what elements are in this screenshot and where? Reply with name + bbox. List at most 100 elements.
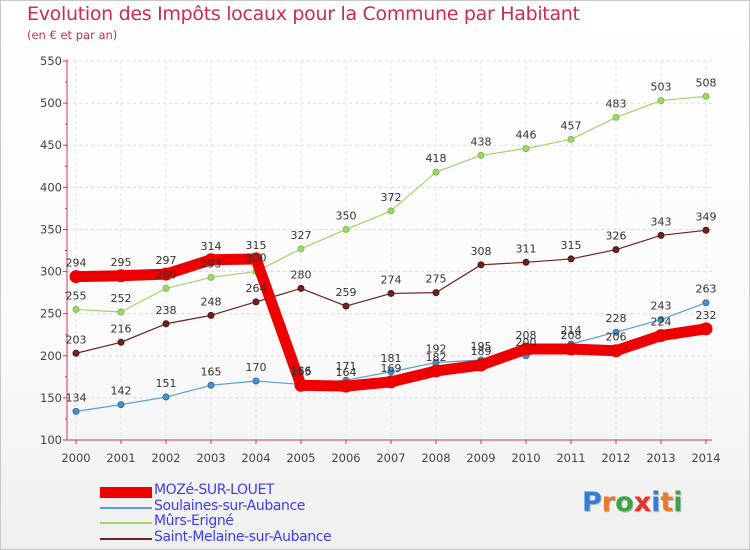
logo-letter: t xyxy=(660,487,674,518)
proxiti-logo: Proxiti xyxy=(582,487,683,518)
y-tick-label: 350 xyxy=(40,222,62,236)
data-point-3 xyxy=(162,320,170,328)
data-point-1 xyxy=(162,393,170,401)
data-point-2 xyxy=(432,168,440,176)
data-label: 300 xyxy=(246,252,267,265)
data-point-2 xyxy=(612,113,620,121)
data-label: 457 xyxy=(561,119,582,132)
x-tick-label: 2014 xyxy=(691,451,720,465)
x-tick-label: 2009 xyxy=(466,451,495,465)
data-point-2 xyxy=(117,308,125,316)
y-tick-label: 400 xyxy=(40,180,62,194)
data-label: 311 xyxy=(516,242,537,255)
data-label: 275 xyxy=(426,273,447,286)
x-tick-label: 2005 xyxy=(286,451,315,465)
data-label: 483 xyxy=(606,97,627,110)
x-tick-label: 2012 xyxy=(601,451,630,465)
data-point-2 xyxy=(567,135,575,143)
data-point-1 xyxy=(207,381,215,389)
data-label: 195 xyxy=(471,340,492,353)
legend-swatch-murs xyxy=(100,522,152,524)
data-point-1 xyxy=(72,407,80,415)
data-label: 248 xyxy=(201,295,222,308)
x-tick-label: 2013 xyxy=(646,451,675,465)
data-label: 294 xyxy=(66,257,87,270)
data-label: 503 xyxy=(651,81,672,94)
data-point-3 xyxy=(522,258,530,266)
data-label: 349 xyxy=(696,210,717,223)
data-label: 192 xyxy=(426,343,447,356)
data-label: 216 xyxy=(111,322,132,335)
data-label: 224 xyxy=(651,316,672,329)
data-label: 169 xyxy=(381,362,402,375)
data-point-1 xyxy=(387,368,395,376)
data-point-0 xyxy=(654,329,668,343)
data-point-2 xyxy=(297,245,305,253)
legend-swatch-moze xyxy=(100,487,152,498)
data-label: 295 xyxy=(111,256,132,269)
data-point-1 xyxy=(657,316,665,324)
data-point-2 xyxy=(702,92,710,100)
legend-label-soulaines: Soulaines-sur-Aubance xyxy=(154,497,305,514)
y-tick-label: 150 xyxy=(40,391,62,405)
data-point-3 xyxy=(702,226,710,234)
x-tick-label: 2010 xyxy=(511,451,540,465)
data-point-2 xyxy=(387,207,395,215)
data-label: 165 xyxy=(201,365,222,378)
x-tick-label: 2006 xyxy=(331,451,360,465)
data-point-0 xyxy=(384,375,398,389)
data-label: 263 xyxy=(696,283,717,296)
x-tick-label: 2001 xyxy=(106,451,135,465)
y-tick-label: 450 xyxy=(40,138,62,152)
data-label: 314 xyxy=(201,240,222,253)
legend-swatch-saint-melaine xyxy=(100,537,152,540)
chart-subtitle: (en € et par an) xyxy=(27,28,118,42)
x-tick-label: 2000 xyxy=(61,451,90,465)
data-point-2 xyxy=(207,273,215,281)
legend-label-moze: MOZé-SUR-LOUET xyxy=(154,482,275,498)
data-point-2 xyxy=(657,97,665,105)
data-label: 343 xyxy=(651,215,672,228)
data-label: 315 xyxy=(246,239,267,252)
data-point-2 xyxy=(522,145,530,153)
data-point-0 xyxy=(519,342,533,356)
data-point-2 xyxy=(162,284,170,292)
data-label: 166 xyxy=(291,364,312,377)
logo-letter: i xyxy=(651,487,661,518)
data-label: 308 xyxy=(471,245,492,258)
data-label: 372 xyxy=(381,191,402,204)
data-point-3 xyxy=(477,261,485,269)
data-point-1 xyxy=(117,401,125,409)
data-label: 297 xyxy=(156,254,177,267)
data-label: 446 xyxy=(516,129,537,142)
data-label: 165 xyxy=(291,365,312,378)
data-label: 208 xyxy=(516,329,537,342)
data-point-3 xyxy=(612,246,620,254)
y-tick-label: 300 xyxy=(40,265,62,279)
data-point-3 xyxy=(342,302,350,310)
data-label: 508 xyxy=(696,76,717,89)
x-tick-label: 2011 xyxy=(556,451,585,465)
data-point-3 xyxy=(252,298,260,306)
data-label: 280 xyxy=(156,268,177,281)
y-tick-label: 500 xyxy=(40,96,62,110)
data-label: 274 xyxy=(381,273,402,286)
data-point-0 xyxy=(429,364,443,378)
data-point-3 xyxy=(657,231,665,239)
logo-letter: i xyxy=(673,487,683,518)
chart-title: Evolution des Impôts locaux pour la Comm… xyxy=(27,3,580,25)
data-point-0 xyxy=(699,322,713,336)
data-label: 151 xyxy=(156,377,177,390)
data-label: 293 xyxy=(201,257,222,270)
data-point-0 xyxy=(204,253,218,267)
data-point-0 xyxy=(609,344,623,358)
data-label: 252 xyxy=(111,292,132,305)
data-point-0 xyxy=(249,252,263,266)
data-label: 327 xyxy=(291,229,312,242)
data-label: 418 xyxy=(426,152,447,165)
data-point-3 xyxy=(72,349,80,357)
data-label: 214 xyxy=(561,324,582,337)
data-point-3 xyxy=(297,284,305,292)
data-point-1 xyxy=(252,377,260,385)
data-point-1 xyxy=(702,299,710,307)
